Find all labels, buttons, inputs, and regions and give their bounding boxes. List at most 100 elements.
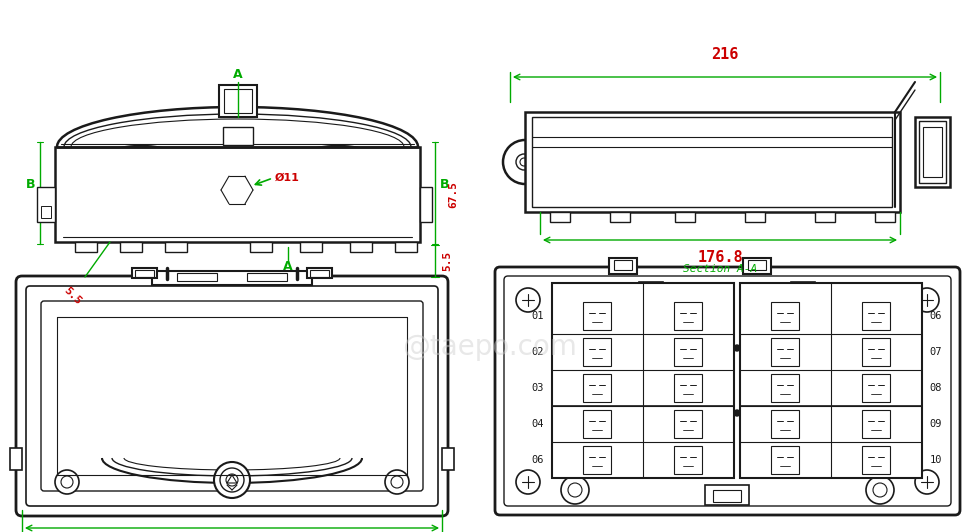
Circle shape xyxy=(145,162,152,169)
Circle shape xyxy=(220,468,244,492)
Bar xyxy=(862,302,890,330)
Circle shape xyxy=(305,161,331,187)
Circle shape xyxy=(145,204,152,211)
Circle shape xyxy=(359,204,367,211)
Bar xyxy=(132,268,157,278)
Circle shape xyxy=(689,453,698,461)
Bar xyxy=(300,242,322,252)
Bar xyxy=(862,410,890,438)
FancyBboxPatch shape xyxy=(16,276,448,516)
Ellipse shape xyxy=(682,462,694,470)
Circle shape xyxy=(111,204,118,211)
Circle shape xyxy=(678,417,688,426)
Bar xyxy=(165,242,187,252)
Circle shape xyxy=(126,179,133,187)
Circle shape xyxy=(734,345,740,351)
Circle shape xyxy=(290,204,297,211)
Circle shape xyxy=(597,417,606,426)
Circle shape xyxy=(92,186,99,193)
Text: 10: 10 xyxy=(930,455,942,465)
FancyBboxPatch shape xyxy=(504,276,951,506)
Circle shape xyxy=(108,161,134,187)
Circle shape xyxy=(232,185,242,195)
Circle shape xyxy=(588,380,596,389)
Circle shape xyxy=(214,462,250,498)
Circle shape xyxy=(516,288,540,312)
Text: B: B xyxy=(440,178,450,191)
Circle shape xyxy=(359,186,367,193)
Ellipse shape xyxy=(270,146,406,234)
Circle shape xyxy=(359,185,385,211)
Circle shape xyxy=(378,204,384,211)
Ellipse shape xyxy=(591,390,603,397)
Circle shape xyxy=(597,345,606,353)
Circle shape xyxy=(181,204,188,211)
Bar xyxy=(37,187,55,222)
Bar xyxy=(740,283,922,478)
Circle shape xyxy=(145,179,152,187)
Text: 5.5: 5.5 xyxy=(62,285,84,306)
Circle shape xyxy=(111,186,118,193)
Bar xyxy=(223,127,253,145)
Circle shape xyxy=(689,345,698,353)
Circle shape xyxy=(226,474,238,486)
Circle shape xyxy=(775,453,784,461)
Text: B: B xyxy=(25,178,35,191)
Bar xyxy=(552,283,734,478)
Circle shape xyxy=(341,161,367,187)
Bar xyxy=(875,212,895,222)
Text: 03: 03 xyxy=(532,383,544,393)
Circle shape xyxy=(307,204,314,211)
Circle shape xyxy=(867,380,876,389)
Circle shape xyxy=(597,309,606,318)
Circle shape xyxy=(877,453,885,461)
Circle shape xyxy=(162,185,188,211)
Circle shape xyxy=(162,162,169,169)
Circle shape xyxy=(225,178,249,202)
Bar xyxy=(120,242,142,252)
Circle shape xyxy=(775,417,784,426)
Ellipse shape xyxy=(80,153,202,227)
Text: 06: 06 xyxy=(930,311,942,321)
Circle shape xyxy=(867,309,876,318)
Ellipse shape xyxy=(682,427,694,434)
Ellipse shape xyxy=(779,319,791,326)
Circle shape xyxy=(588,309,596,318)
Circle shape xyxy=(162,204,169,211)
Ellipse shape xyxy=(779,354,791,362)
Circle shape xyxy=(689,417,698,426)
Circle shape xyxy=(162,186,169,193)
Circle shape xyxy=(114,167,128,181)
Bar xyxy=(550,212,570,222)
Circle shape xyxy=(306,179,312,187)
Bar xyxy=(771,446,799,474)
Circle shape xyxy=(295,191,309,205)
Circle shape xyxy=(342,179,348,187)
Bar xyxy=(771,302,799,330)
Circle shape xyxy=(678,380,688,389)
Bar xyxy=(705,485,749,505)
Bar xyxy=(532,117,892,207)
Bar xyxy=(748,260,766,270)
Text: 176.8: 176.8 xyxy=(698,250,742,265)
Circle shape xyxy=(323,162,331,169)
Ellipse shape xyxy=(779,427,791,434)
Circle shape xyxy=(126,162,133,169)
Circle shape xyxy=(867,417,876,426)
Text: 5.5: 5.5 xyxy=(442,251,452,271)
Circle shape xyxy=(290,186,297,193)
Bar xyxy=(420,187,432,222)
Bar xyxy=(583,374,611,402)
Ellipse shape xyxy=(870,390,882,397)
Circle shape xyxy=(92,204,99,211)
Bar xyxy=(395,242,417,252)
Bar xyxy=(250,242,272,252)
Circle shape xyxy=(516,470,540,494)
Bar xyxy=(815,212,835,222)
Bar xyxy=(152,271,312,285)
Text: 216: 216 xyxy=(711,47,739,62)
Ellipse shape xyxy=(591,462,603,470)
Circle shape xyxy=(877,417,885,426)
Ellipse shape xyxy=(870,354,882,362)
Bar xyxy=(583,338,611,366)
